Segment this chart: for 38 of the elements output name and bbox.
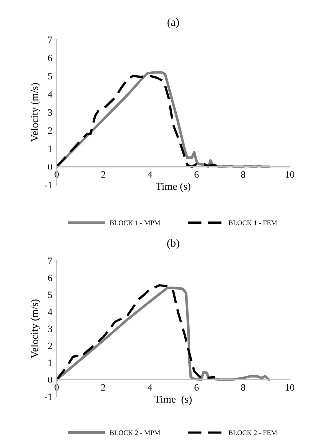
y-tick-label: 4 <box>48 308 53 316</box>
y-tick-label: 7 <box>48 36 52 44</box>
y-tick-label: 0 <box>48 376 52 384</box>
y-tick-label: -1 <box>44 394 52 400</box>
x-axis-title: Time (s) <box>156 182 191 192</box>
x-axis-title: Time (s) <box>154 396 192 406</box>
line-series <box>56 284 217 382</box>
y-tick-label: 6 <box>48 54 52 62</box>
y-axis-title: Velocity (m/s) <box>30 300 40 358</box>
y-tick-label: 5 <box>48 73 52 80</box>
y-tick-label: 1 <box>48 360 52 366</box>
x-tick-label: 6 <box>194 171 199 178</box>
x-tick-label: 2 <box>102 171 106 178</box>
x-tick-label: 10 <box>286 384 295 391</box>
y-tick-label: 2 <box>48 342 52 350</box>
x-tick-label: 6 <box>194 384 199 391</box>
x-tick-label: 0 <box>54 384 59 391</box>
chart-title: (a) <box>168 18 180 28</box>
y-tick-label: 2 <box>48 128 52 134</box>
y-tick-label: 3 <box>48 326 52 332</box>
x-tick-label: 10 <box>286 171 295 178</box>
y-tick-label: 4 <box>48 91 53 98</box>
x-tick-label: 4 <box>148 384 152 391</box>
y-tick-label: 1 <box>48 146 52 152</box>
y-tick-label: 3 <box>48 109 52 116</box>
line-series <box>56 286 270 382</box>
y-axis-title: Velocity (m/s) <box>30 83 40 142</box>
y-tick-label: -1 <box>44 182 52 189</box>
x-tick-label: 8 <box>241 384 246 391</box>
x-tick-label: 0 <box>54 171 59 178</box>
y-tick-label: 6 <box>48 274 52 282</box>
chart-title: (b) <box>167 239 180 250</box>
y-tick-label: 7 <box>48 258 52 264</box>
x-tick-label: 4 <box>148 172 152 178</box>
y-tick-label: 0 <box>48 164 52 170</box>
x-tick-label: 8 <box>241 171 246 178</box>
x-tick-label: 2 <box>102 384 106 391</box>
y-tick-label: 5 <box>48 292 52 298</box>
